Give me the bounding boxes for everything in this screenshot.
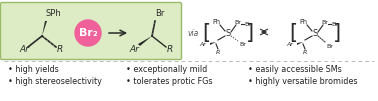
Text: Ph: Ph <box>299 19 307 25</box>
Text: [: [ <box>202 23 210 43</box>
Text: Ar: Ar <box>129 45 139 55</box>
Text: • high stereoselectivity: • high stereoselectivity <box>8 77 102 86</box>
Text: ]: ] <box>333 23 341 43</box>
Text: S: S <box>225 29 231 38</box>
Text: S: S <box>312 29 318 38</box>
Text: Br: Br <box>322 19 328 25</box>
Text: • exceptionally mild: • exceptionally mild <box>126 65 207 74</box>
Text: Ph: Ph <box>212 19 220 25</box>
Text: SPh: SPh <box>45 9 61 18</box>
Text: [: [ <box>289 23 297 43</box>
Polygon shape <box>210 42 216 45</box>
Text: • easily accessible SMs: • easily accessible SMs <box>248 65 342 74</box>
Text: R: R <box>216 50 220 56</box>
Text: Br: Br <box>332 23 338 27</box>
Polygon shape <box>297 42 303 45</box>
Text: • tolerates protic FGs: • tolerates protic FGs <box>126 77 212 86</box>
Text: Br: Br <box>155 9 164 18</box>
Text: Ar: Ar <box>287 42 293 46</box>
Text: • highly versatile bromides: • highly versatile bromides <box>248 77 358 86</box>
FancyBboxPatch shape <box>0 3 181 59</box>
Text: Br₂: Br₂ <box>79 28 98 38</box>
Text: ]: ] <box>246 23 254 43</box>
Polygon shape <box>138 36 152 46</box>
Text: Br: Br <box>245 23 251 27</box>
Text: R: R <box>57 45 63 55</box>
Text: • high yields: • high yields <box>8 65 59 74</box>
Text: Br: Br <box>240 42 246 46</box>
Text: via: via <box>187 29 198 38</box>
Circle shape <box>75 20 101 46</box>
Text: Br: Br <box>327 44 333 48</box>
Text: R: R <box>167 45 173 55</box>
Text: Ar: Ar <box>19 45 29 55</box>
Polygon shape <box>42 21 47 36</box>
Text: R: R <box>303 50 307 56</box>
Text: Br: Br <box>235 19 242 25</box>
Text: Ar: Ar <box>200 42 206 46</box>
